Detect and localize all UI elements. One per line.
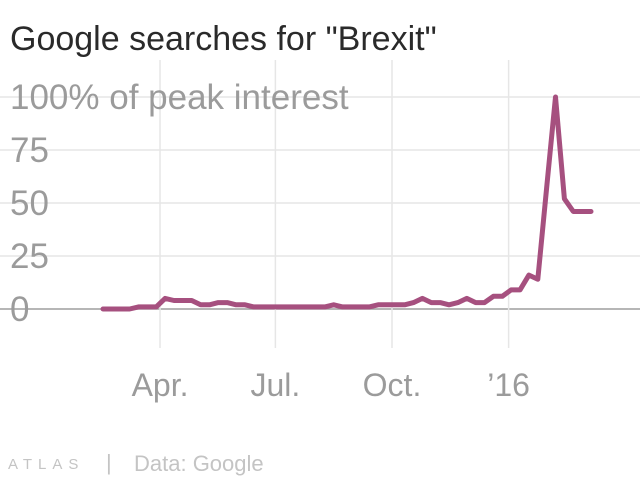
y-tick-label: 100% of peak interest	[10, 78, 349, 117]
y-tick-label: 50	[10, 184, 49, 223]
y-tick-label: 0	[10, 290, 29, 329]
y-axis-ticks: 0 25 50 75 100% of peak interest	[10, 78, 349, 329]
y-tick-label: 75	[10, 131, 49, 170]
x-tick-label: Jul.	[250, 367, 300, 403]
chart-title: Google searches for "Brexit"	[10, 20, 437, 58]
source-label: Data: Google	[134, 451, 264, 476]
atlas-logo: ATLAS	[8, 456, 84, 473]
series-layer	[100, 94, 594, 312]
y-tick-label: 25	[10, 237, 49, 276]
footer-separator: |	[106, 450, 112, 475]
gridlines	[0, 60, 640, 348]
x-axis-ticks: Apr. Jul. Oct. ’16	[132, 367, 530, 403]
x-tick-label: Apr.	[132, 367, 189, 403]
x-tick-label: Oct.	[363, 367, 422, 403]
x-tick-label: ’16	[487, 367, 530, 403]
series-line	[100, 94, 594, 312]
footer: ATLAS | Data: Google	[8, 450, 264, 476]
